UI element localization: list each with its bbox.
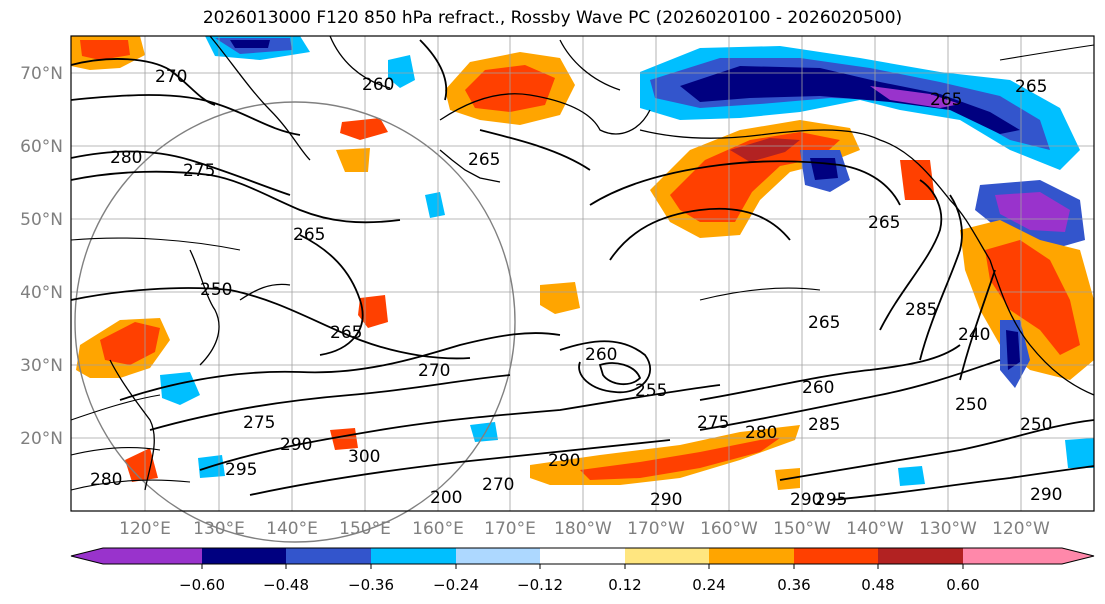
lon-label: 150°W [773,519,831,539]
longitude-labels: 120°E 130°E 140°E 150°E 160°E 170°E 180°… [119,519,1050,539]
colorbar-segment [878,548,963,564]
contour-label: 290 [280,435,312,455]
colorbar-tick-label: 0.24 [692,576,725,594]
contour-lines [70,39,1095,501]
contour-label: 270 [155,67,187,87]
contour-label: 265 [293,225,325,245]
lon-label: 180°W [554,519,612,539]
colorbar-segment [456,548,540,564]
colorbar-segment [625,548,709,564]
contour-label: 280 [90,470,122,490]
colorbar-extend-low [71,548,103,564]
lat-label: 50°N [20,210,63,230]
map-grid [71,36,1094,511]
lon-label: 140°W [846,519,904,539]
contour-label: 275 [697,413,729,433]
reference-circle [74,101,516,543]
map-title: 2026013000 F120 850 hPa refract., Rossby… [202,8,903,28]
map-panel: 270 260 280 275 265 265 250 265 270 260 … [70,35,1095,543]
contour-label: 285 [905,300,937,320]
contour-label: 280 [745,423,777,443]
colorbar-segment [709,548,794,564]
contour-label: 295 [815,490,847,510]
contour-label: 265 [1015,77,1047,97]
contour-label: 290 [1030,485,1062,505]
lat-label: 70°N [20,64,63,84]
colorbar-outline [70,547,1095,565]
lon-label: 170°E [484,519,536,539]
colorbar-tick-label: 0.48 [861,576,894,594]
contour-label: 275 [243,413,275,433]
lon-label: 120°W [992,519,1050,539]
contour-label: 295 [225,460,257,480]
colorbar-tick-label: 0.36 [777,576,810,594]
lon-label: 160°E [412,519,464,539]
contour-labels: 270 260 280 275 265 265 250 265 270 260 … [90,67,1062,510]
lon-label: 150°E [339,519,391,539]
lon-label: 130°W [919,519,977,539]
contour-label: 265 [330,323,362,343]
colorbar-tick-label: −0.60 [179,576,225,594]
colorbar-segment [286,548,371,564]
contour-label: 270 [418,361,450,381]
contour-label: 280 [110,148,142,168]
colorbar-segment [540,548,625,564]
colorbar-tick-label: −0.12 [517,576,563,594]
latitude-labels: 70°N 60°N 50°N 40°N 30°N 20°N [20,64,63,449]
contour-label: 265 [808,313,840,333]
colorbar-tick-label: 0.60 [946,576,979,594]
colorbar-segment [103,548,202,564]
contour-label: 270 [482,475,514,495]
lon-label: 130°E [193,519,245,539]
contour-label: 275 [183,161,215,181]
colorbar-extend-high [1062,548,1094,564]
contour-label: 290 [548,451,580,471]
colorbar [70,547,1095,569]
lon-label: 170°W [627,519,685,539]
lat-label: 20°N [20,429,63,449]
lon-label: 140°E [266,519,318,539]
contour-label: 260 [362,75,394,95]
lat-label: 30°N [20,356,63,376]
colorbar-tick-labels: −0.60 −0.48 −0.36 −0.24 −0.12 0.12 0.24 … [179,576,980,594]
colorbar-segment [371,548,456,564]
shaded-anomaly-fields [71,36,1094,490]
colorbar-tick-label: −0.36 [348,576,394,594]
map-border [70,35,1095,512]
lat-label: 60°N [20,137,63,157]
contour-label: 265 [930,90,962,110]
contour-label: 240 [958,325,990,345]
contour-label: 255 [635,381,667,401]
contour-label: 250 [200,280,232,300]
contour-label: 290 [650,490,682,510]
contour-label: 260 [802,378,834,398]
contour-label: 300 [348,447,380,467]
contour-label: 265 [468,150,500,170]
colorbar-tick-label: −0.48 [263,576,309,594]
colorbar-tick-label: 0.12 [608,576,641,594]
contour-label: 260 [585,345,617,365]
contour-label: 290 [790,490,822,510]
contour-label: 285 [808,415,840,435]
lon-label: 120°E [119,519,171,539]
lon-label: 160°W [700,519,758,539]
colorbar-segment [794,548,878,564]
contour-label: 250 [955,395,987,415]
colorbar-tick-label: −0.24 [433,576,479,594]
lat-label: 40°N [20,283,63,303]
contour-label: 265 [868,213,900,233]
contour-label: 200 [430,488,462,508]
colorbar-segment [202,548,286,564]
contour-label: 250 [1020,415,1052,435]
colorbar-segment [963,548,1062,564]
